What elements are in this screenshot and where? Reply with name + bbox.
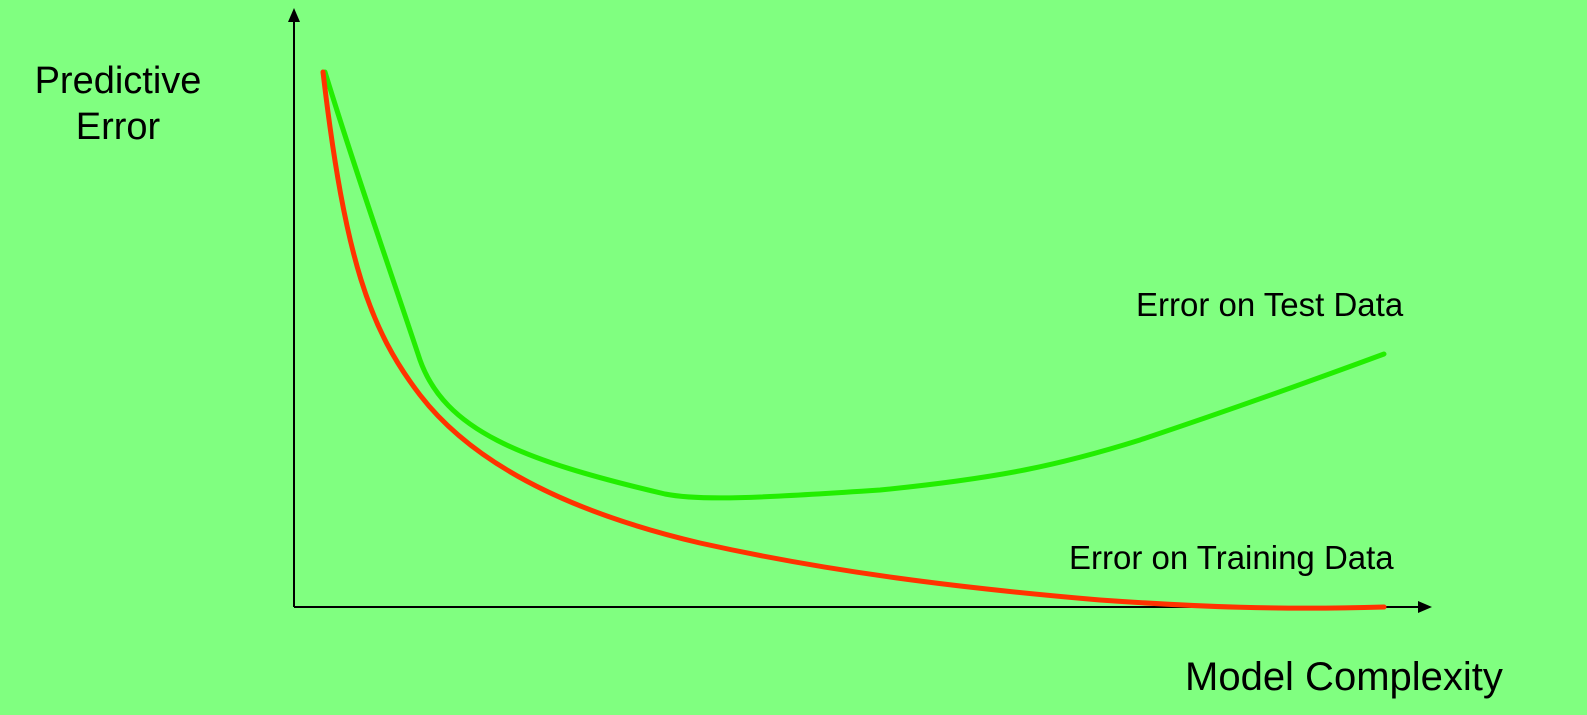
y-axis-label-line2: Error <box>75 106 161 148</box>
x-axis-label: Model Complexity <box>1185 655 1503 699</box>
training-series-label: Error on Training Data <box>1069 539 1394 576</box>
y-axis-arrowhead <box>288 8 300 22</box>
test-error-curve <box>322 69 1387 501</box>
y-axis-label: Predictive Error <box>0 58 236 150</box>
test-series-label: Error on Test Data <box>1136 286 1404 323</box>
y-axis-label-line1: Predictive <box>34 60 202 102</box>
training-error-curve <box>320 69 1387 611</box>
x-axis-arrowhead <box>1418 601 1432 613</box>
